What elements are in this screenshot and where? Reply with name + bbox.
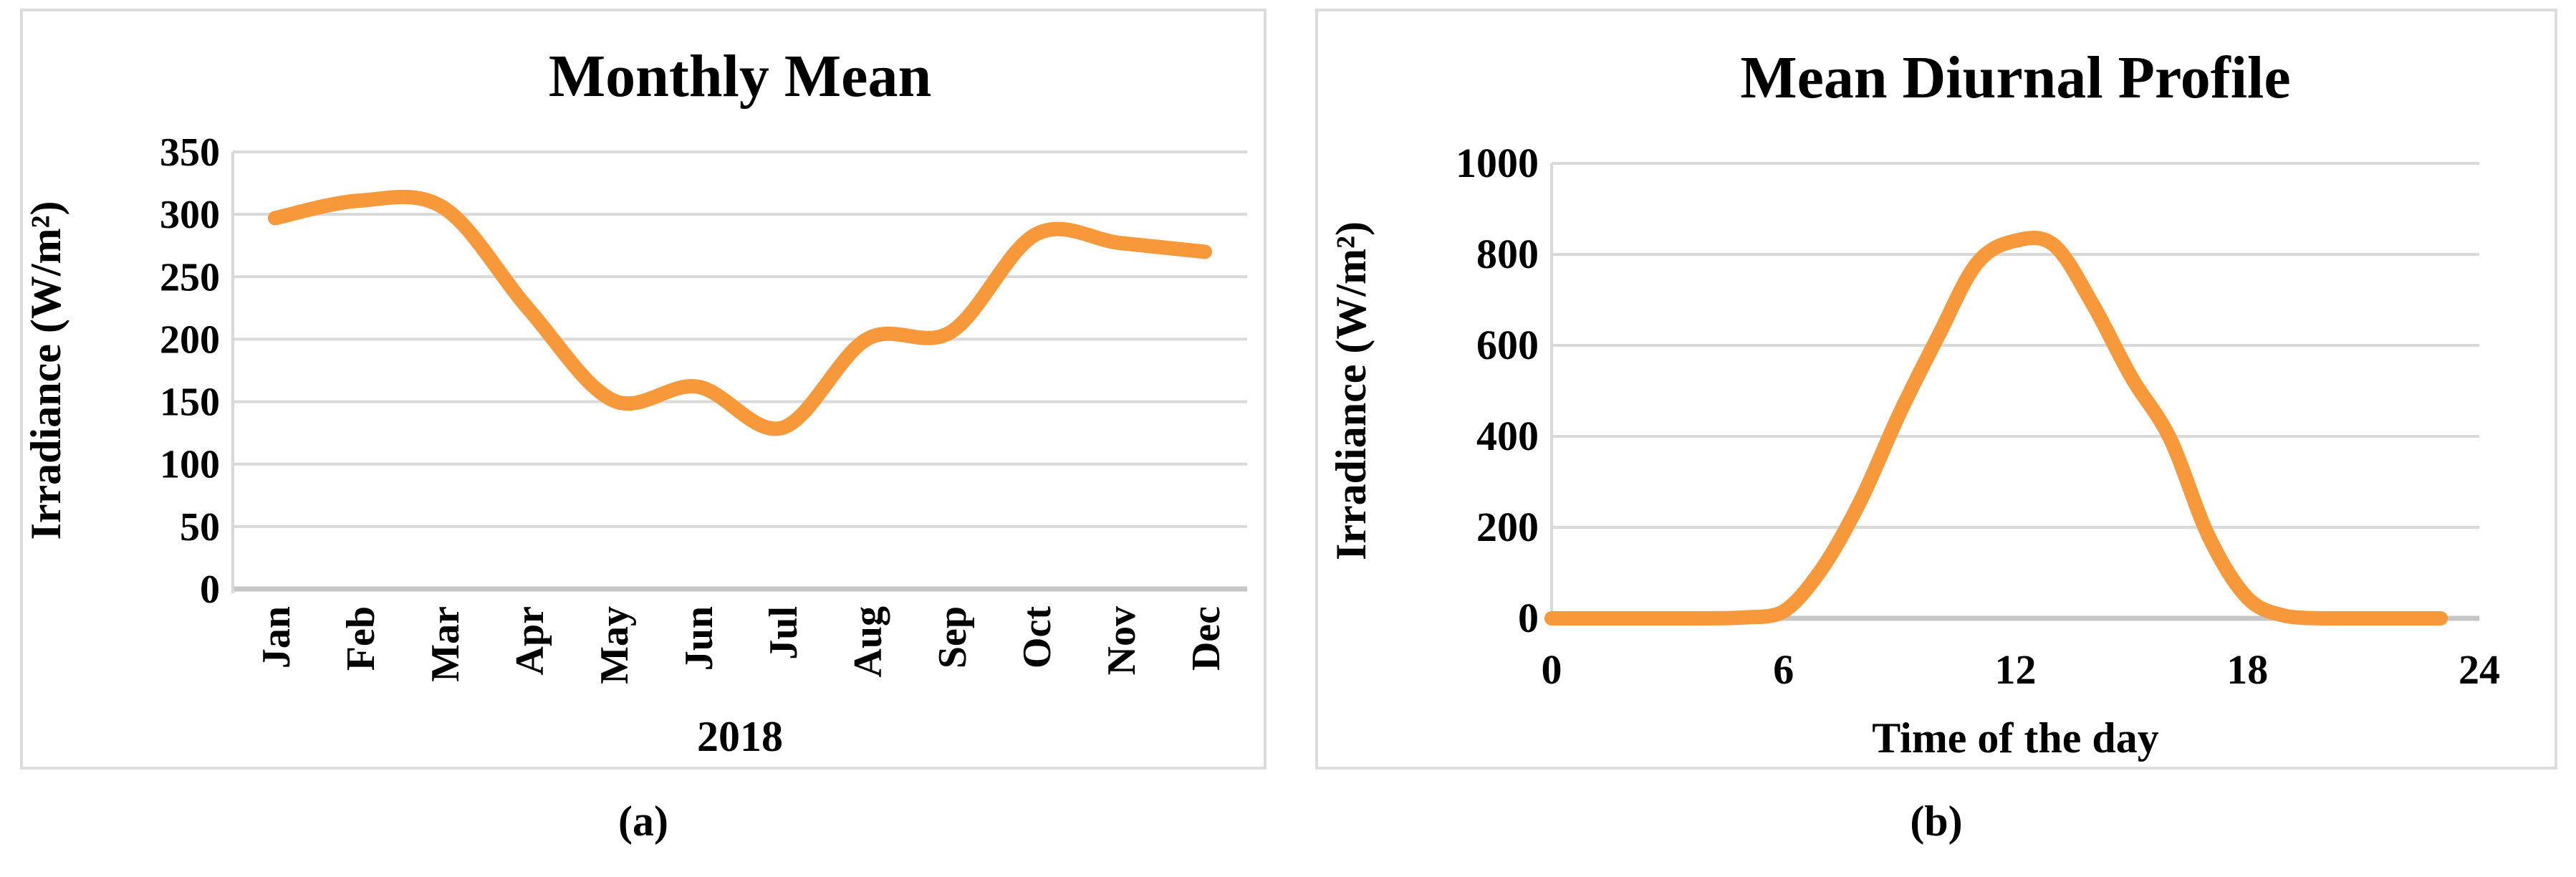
y-tick-label: 400 bbox=[1476, 413, 1539, 459]
x-axis-title: 2018 bbox=[697, 713, 783, 760]
x-axis-title: Time of the day bbox=[1872, 714, 2159, 762]
chart-title: Monthly Mean bbox=[549, 43, 931, 110]
x-tick-label: Apr bbox=[508, 606, 552, 675]
y-tick-label: 0 bbox=[200, 567, 220, 612]
x-tick-label: May bbox=[592, 606, 637, 684]
y-tick-label: 800 bbox=[1476, 231, 1539, 277]
x-tick-label: 12 bbox=[1995, 646, 2037, 693]
y-axis-title: Irradiance (W/m²) bbox=[23, 201, 69, 540]
x-tick-label: Feb bbox=[339, 606, 383, 671]
x-tick-label: Mar bbox=[423, 606, 468, 682]
y-tick-label: 150 bbox=[160, 380, 220, 425]
x-tick-label: Jun bbox=[677, 606, 721, 671]
x-tick-label: Jan bbox=[254, 606, 299, 668]
caption-b: (b) bbox=[1910, 797, 1963, 845]
series-line bbox=[268, 189, 1212, 436]
monthly-mean-chart: 0 50 100 150 200 250 300 350 Monthly Mean Irradia… bbox=[23, 43, 1247, 760]
y-tick-label: 0 bbox=[1518, 595, 1539, 641]
y-tick-label: 200 bbox=[160, 317, 220, 362]
x-tick-label: Dec bbox=[1184, 606, 1229, 671]
chart-panel-b: 0 200 400 600 800 1000 Mean Diurnal Profile Irr… bbox=[1315, 9, 2557, 770]
y-tick-label: 50 bbox=[180, 505, 220, 550]
x-tick-label: 18 bbox=[2226, 646, 2268, 693]
x-tick-label: 24 bbox=[2459, 646, 2500, 693]
x-tick-label: Nov bbox=[1100, 606, 1144, 675]
x-tick-label: Aug bbox=[846, 606, 890, 678]
y-tick-label: 350 bbox=[160, 130, 220, 175]
y-tick-label: 600 bbox=[1476, 322, 1539, 368]
y-tick-label: 250 bbox=[160, 255, 220, 299]
mean-diurnal-profile-chart: 0 200 400 600 800 1000 Mean Diurnal Profile Irr… bbox=[1327, 44, 2500, 762]
x-tick-label: Oct bbox=[1015, 606, 1059, 668]
caption-a: (a) bbox=[618, 797, 668, 845]
series-line bbox=[1544, 230, 2448, 626]
y-tick-label: 1000 bbox=[1456, 140, 1539, 186]
y-tick-label: 100 bbox=[160, 443, 220, 487]
x-tick-label: 6 bbox=[1773, 646, 1794, 693]
x-tick-label: Jul bbox=[761, 606, 806, 660]
x-tick-label: Sep bbox=[931, 606, 975, 668]
chart-panel-a: 0 50 100 150 200 250 300 350 Monthly Mean Irradia… bbox=[20, 9, 1267, 770]
y-axis-title: Irradiance (W/m²) bbox=[1327, 221, 1375, 560]
x-tick-label: 0 bbox=[1542, 646, 1562, 693]
y-tick-label: 300 bbox=[160, 193, 220, 237]
chart-title: Mean Diurnal Profile bbox=[1740, 44, 2290, 111]
y-tick-label: 200 bbox=[1476, 504, 1539, 550]
